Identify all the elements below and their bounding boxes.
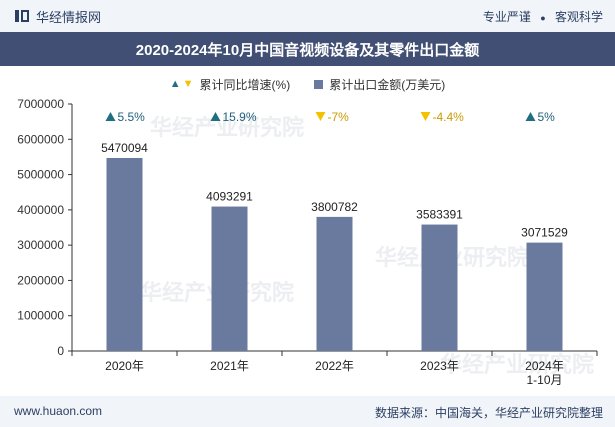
y-tick-label-7: 7000000 [17, 97, 64, 111]
growth-marker-3 [420, 112, 431, 121]
dot-separator-icon: ● [540, 13, 546, 23]
x-tick-label-0: 2020年 [105, 359, 144, 373]
growth-label-3: -4.4% [433, 110, 465, 124]
triangle-down-icon: ▼ [182, 78, 194, 90]
tag-objective: 客观科学 [554, 10, 603, 24]
bar-1 [211, 206, 248, 351]
x-tick-label-1: 2021年 [210, 359, 249, 373]
watermark-0: 华经产业研究院 [150, 115, 304, 140]
growth-marker-4 [525, 112, 536, 121]
legend-swatch-export [314, 79, 324, 89]
footer-source: 数据来源：中国海关，华经产业研究院整理 [374, 406, 603, 420]
y-tick-label-0: 0 [57, 344, 64, 358]
bar-value-label-1: 4093291 [206, 190, 253, 204]
chart-legend: ▲ ▼ 累计同比增速(%) 累计出口金额(万美元) [0, 72, 615, 96]
x-tick-label-4: 2024年 [525, 359, 564, 373]
bar-3 [421, 224, 458, 351]
y-tick-label-2: 2000000 [17, 273, 64, 287]
growth-label-4: 5% [538, 110, 556, 124]
legend-label-export: 累计出口金额(万美元) [329, 77, 446, 92]
growth-label-2: -7% [328, 110, 350, 124]
legend-item-growth: ▲ ▼ 累计同比增速(%) [170, 76, 290, 93]
bar-4 [526, 242, 563, 351]
legend-label-growth: 累计同比增速(%) [199, 77, 291, 92]
logo: 华经情报网 [14, 7, 101, 26]
tag-rigorous: 专业严谨 [482, 10, 531, 24]
chart-title: 2020-2024年10月中国音视频设备及其零件出口金额 [0, 32, 615, 66]
growth-label-1: 15.9% [223, 110, 257, 124]
footer-url: www.huaon.com [14, 404, 103, 418]
x-tick-label-4-line1: 1-10月 [526, 373, 562, 387]
bar-0 [106, 157, 143, 351]
bar-value-label-2: 3800782 [311, 200, 358, 214]
legend-item-export: 累计出口金额(万美元) [314, 76, 445, 93]
growth-marker-1 [210, 112, 221, 121]
bar-value-label-3: 3583391 [416, 208, 463, 222]
x-tick-label-2: 2022年 [315, 359, 354, 373]
triangle-up-icon: ▲ [169, 78, 181, 90]
bar-value-label-0: 5470094 [101, 141, 148, 155]
chart-canvas: 华经产业研究院华经产业研究院华经产业研究院华经产业研究院010000002000… [17, 97, 598, 387]
brand-name: 华经情报网 [36, 9, 102, 25]
growth-marker-0 [105, 112, 116, 121]
bar-value-label-4: 3071529 [521, 226, 568, 240]
growth-marker-2 [315, 112, 326, 121]
y-tick-label-1: 1000000 [17, 309, 64, 323]
bar-2 [316, 216, 353, 351]
growth-label-0: 5.5% [118, 110, 146, 124]
header-tags: 专业严谨 ● 客观科学 [483, 8, 603, 25]
footer-bar: www.huaon.com 数据来源：中国海关，华经产业研究院整理 [0, 396, 615, 427]
y-tick-label-5: 5000000 [17, 168, 64, 182]
brand-logo-icon [15, 10, 29, 22]
x-tick-label-3: 2023年 [420, 359, 459, 373]
y-tick-label-6: 6000000 [17, 132, 64, 146]
y-tick-label-3: 3000000 [17, 238, 64, 252]
watermark-3: 华经产业研究院 [440, 352, 594, 377]
header-bar: 华经情报网 专业严谨 ● 客观科学 [0, 0, 615, 32]
y-tick-label-4: 4000000 [17, 203, 64, 217]
